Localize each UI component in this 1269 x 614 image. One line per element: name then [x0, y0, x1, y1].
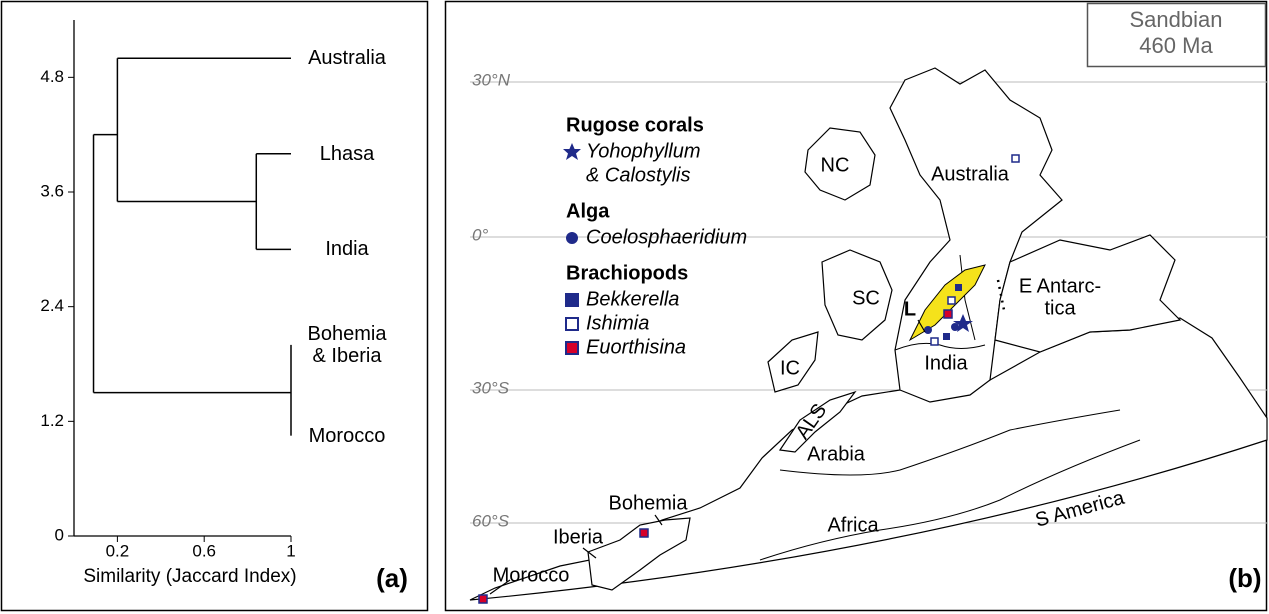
place-label: Bohemia [609, 492, 689, 514]
legend-symbol [565, 341, 579, 355]
x-tick-label: 0.2 [106, 541, 130, 560]
leaf-label: India [325, 238, 369, 261]
place-label: Morocco [493, 564, 570, 586]
legend-symbol [563, 143, 581, 160]
legend-group: Rugose corals [566, 114, 704, 136]
legend-symbol [565, 317, 579, 331]
circle-marker [951, 323, 959, 331]
africa-boundary [759, 409, 1141, 561]
place-label: Africa [827, 514, 879, 536]
legend-item: & Calostylis [586, 164, 690, 186]
latitude-label: 30°N [472, 70, 511, 89]
legend-item: Bekkerella [586, 288, 679, 310]
square-marker [955, 284, 962, 291]
legend-item: Yohophyllum [586, 140, 701, 162]
legend-item: Coelosphaeridium [586, 226, 747, 248]
nc [804, 127, 876, 201]
stage: Sandbian [1130, 7, 1223, 32]
leaf-label: Australia [308, 47, 386, 70]
map: Sandbian 460 Ma (b) [469, 2, 1268, 604]
legend-item: Ishimia [586, 312, 649, 334]
x-tick-label: 0.6 [192, 541, 216, 560]
star-marker [953, 314, 973, 332]
panel-label: (b) [1228, 563, 1261, 593]
legend-group: Brachiopods [566, 262, 688, 284]
sc [821, 249, 893, 341]
panel-a-frame [0, 0, 429, 612]
place-label: India [924, 352, 968, 374]
place-label: NC [821, 154, 850, 176]
x-tick-label: 1 [286, 541, 295, 560]
legend-symbol [565, 293, 579, 307]
place-label: IC [780, 357, 800, 379]
x-axis-label: Similarity (Jaccard Index) [83, 566, 296, 587]
y-tick-label: 1.2 [40, 411, 64, 430]
pointer [489, 319, 926, 595]
red-square-marker [639, 528, 649, 538]
panel-label: (a) [376, 563, 408, 593]
place-label: Arabia [807, 443, 866, 465]
place-label: L [904, 298, 916, 320]
age: 460 Ma [1139, 33, 1213, 58]
open-square-marker [1011, 154, 1020, 163]
leaf-label: Morocco [308, 424, 386, 447]
square-marker [943, 333, 950, 340]
leaf-label: Bohemia & Iberia [307, 322, 387, 367]
legend-group: Alga [566, 200, 610, 222]
iberia-bohemia [587, 517, 691, 591]
open-square-marker [930, 337, 939, 346]
leaf-label: Lhasa [319, 142, 375, 165]
y-tick-label: 4.8 [40, 67, 64, 86]
place-label: tica [1044, 297, 1076, 319]
legend-symbol [566, 232, 578, 244]
latitude-label: 0° [472, 225, 488, 244]
y-tick-label: 0 [55, 525, 64, 544]
india-boundary [894, 254, 986, 351]
australia-antarctica [889, 67, 1063, 403]
y-tick-label: 3.6 [40, 181, 64, 200]
red-square-marker [943, 309, 953, 319]
latitude-label: 30°S [472, 378, 510, 397]
latitude-label: 60°S [472, 511, 510, 530]
ic [767, 331, 819, 393]
place-label: Iberia [553, 526, 604, 548]
stage-box [1086, 2, 1267, 68]
panel-b-frame [444, 0, 1268, 612]
open-square-marker [947, 296, 956, 305]
circle-marker [924, 326, 932, 334]
place-label: Australia [931, 163, 1010, 185]
red-square-marker [478, 594, 488, 604]
e-antarctica [994, 234, 1182, 353]
y-tick-label: 2.4 [40, 296, 64, 315]
legend-item: Euorthisina [586, 336, 686, 358]
als [778, 390, 857, 453]
place-label: SC [852, 287, 880, 309]
suture [996, 279, 1006, 311]
place-label: E Antarc- [1019, 275, 1101, 297]
